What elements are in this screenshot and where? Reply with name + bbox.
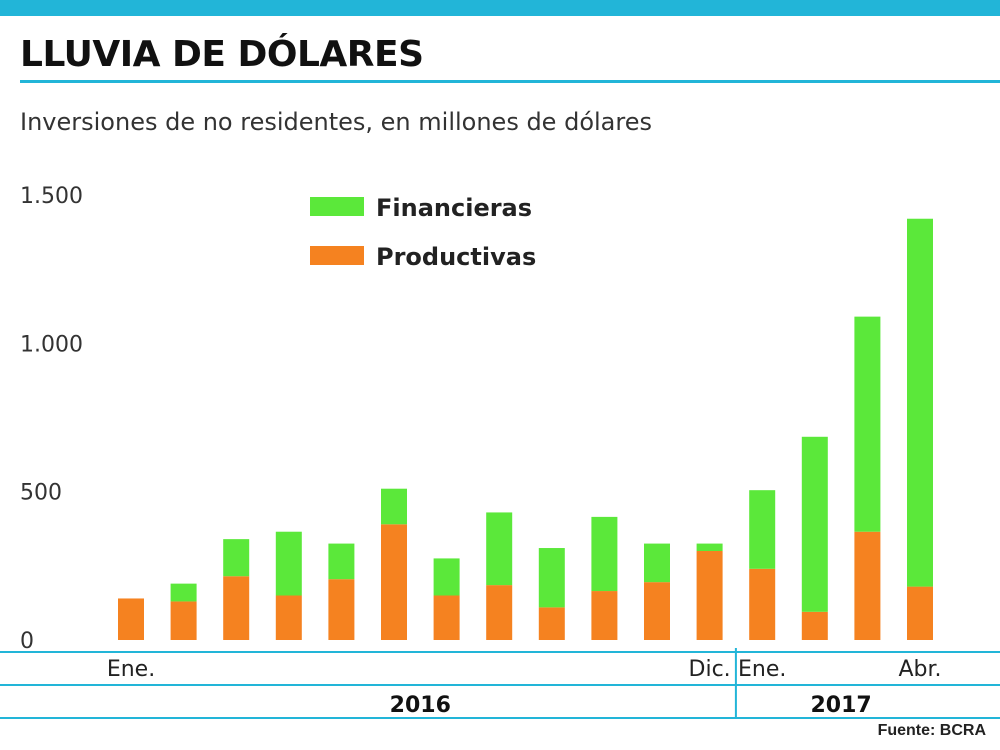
x-tick-label: Dic. bbox=[689, 657, 731, 682]
y-tick-label: 0 bbox=[20, 629, 34, 654]
bar-financieras bbox=[275, 531, 302, 596]
y-tick-label: 1.500 bbox=[20, 184, 83, 209]
chart-title: LLUVIA DE DÓLARES bbox=[20, 34, 424, 75]
bar-financieras bbox=[591, 516, 618, 592]
bar-financieras bbox=[433, 558, 460, 596]
chart-subtitle: Inversiones de no residentes, en millone… bbox=[20, 108, 652, 136]
bar-productivas bbox=[538, 607, 565, 640]
x-tick-label: Ene. bbox=[107, 657, 155, 682]
legend-swatch bbox=[310, 246, 364, 265]
legend-label: Productivas bbox=[376, 243, 536, 271]
bar-financieras bbox=[696, 543, 723, 551]
bar-productivas bbox=[223, 576, 250, 640]
x-tick-label: Ene. bbox=[738, 657, 786, 682]
bar-productivas bbox=[696, 551, 723, 640]
bar-financieras bbox=[486, 512, 513, 586]
bar-financieras bbox=[801, 436, 828, 612]
bar-productivas bbox=[433, 595, 460, 640]
bar-financieras bbox=[907, 218, 933, 587]
y-tick-label: 500 bbox=[20, 481, 62, 506]
legend-label: Financieras bbox=[376, 194, 532, 222]
bar-productivas bbox=[749, 568, 776, 640]
year-label: 2017 bbox=[810, 693, 871, 718]
title-divider bbox=[20, 80, 1000, 83]
bar-financieras bbox=[538, 548, 565, 608]
bar-productivas bbox=[644, 582, 670, 640]
legend-swatch bbox=[310, 197, 364, 216]
bar-productivas bbox=[275, 595, 302, 640]
bar-productivas bbox=[118, 598, 144, 640]
bar-productivas bbox=[328, 579, 355, 640]
bar-productivas bbox=[854, 531, 881, 640]
bar-financieras bbox=[328, 543, 355, 580]
bar-financieras bbox=[223, 539, 250, 577]
bar-financieras bbox=[381, 488, 407, 525]
x-tick-label: Abr. bbox=[898, 657, 941, 682]
bar-productivas bbox=[170, 601, 197, 640]
bar-productivas bbox=[486, 585, 513, 640]
year-label: 2016 bbox=[390, 693, 451, 718]
bar-financieras bbox=[854, 316, 881, 532]
source-note: Fuente: BCRA bbox=[877, 722, 986, 739]
bar-financieras bbox=[170, 583, 197, 602]
bar-financieras bbox=[749, 490, 776, 569]
top-accent-bar bbox=[0, 0, 1000, 16]
bar-productivas bbox=[907, 586, 933, 640]
bar-productivas bbox=[591, 591, 618, 640]
bar-productivas bbox=[801, 611, 828, 640]
y-tick-label: 1.000 bbox=[20, 332, 83, 357]
bar-productivas bbox=[381, 524, 407, 640]
bar-financieras bbox=[644, 543, 670, 583]
